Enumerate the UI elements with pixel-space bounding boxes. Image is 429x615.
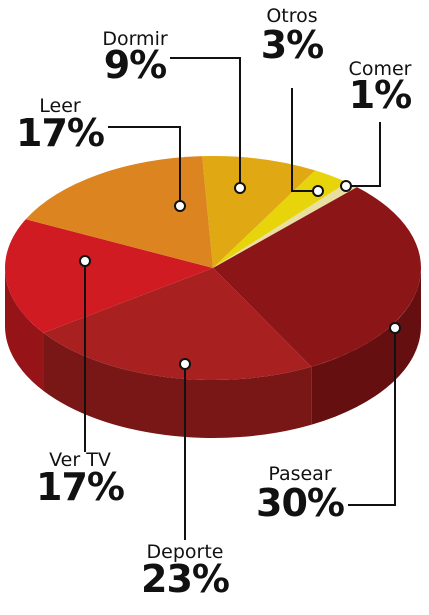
slice-name: Leer (39, 95, 81, 117)
slice (213, 182, 357, 268)
slice-name: Deporte (147, 541, 224, 563)
leader-line (346, 122, 381, 187)
slice-side (311, 268, 421, 425)
slice-percent: 17% (16, 111, 104, 155)
leader-dot (389, 322, 401, 334)
slice-percent: 9% (104, 43, 167, 87)
slice-percent: 17% (36, 465, 124, 509)
slice-name: Ver TV (49, 449, 111, 471)
slice-name: Pasear (268, 463, 331, 485)
slice-percent: 3% (261, 23, 324, 67)
leader-line (291, 88, 318, 192)
leader-dot (234, 182, 246, 194)
leader-dot (312, 185, 324, 197)
slice-name: Comer (349, 58, 412, 80)
leader-dot (174, 200, 186, 212)
slice-name: Dormir (102, 28, 168, 50)
slice-percent: 23% (141, 557, 229, 601)
slice (213, 187, 421, 367)
slice-side (5, 268, 44, 391)
leader-dot (179, 358, 191, 370)
slice (4, 219, 213, 333)
leader-line (348, 328, 396, 506)
slice (202, 155, 316, 268)
slice (43, 268, 312, 381)
slice-percent: 1% (349, 73, 412, 117)
leader-dot (340, 180, 352, 192)
slice (25, 156, 213, 268)
slice-side (43, 332, 312, 438)
leader-line (170, 57, 241, 188)
leader-dot (79, 255, 91, 267)
leader-line (108, 126, 181, 206)
slice-name: Otros (266, 5, 317, 27)
slice-percent: 30% (256, 481, 344, 525)
